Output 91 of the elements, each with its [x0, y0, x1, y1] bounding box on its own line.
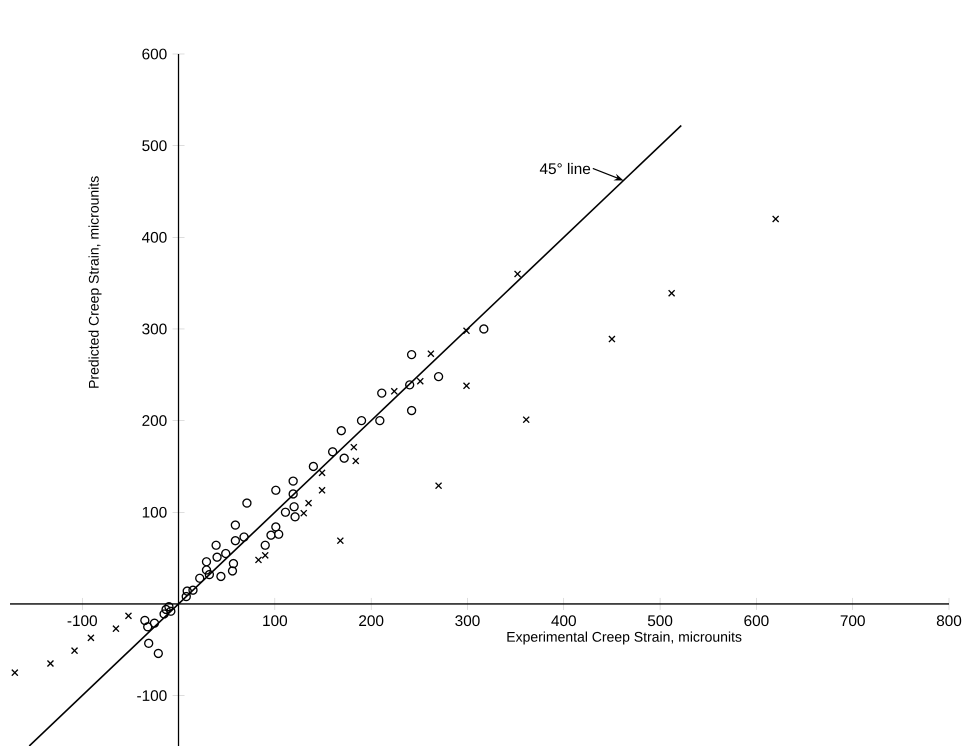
point — [434, 372, 444, 382]
point — [262, 552, 269, 560]
point — [87, 634, 95, 642]
point — [350, 444, 358, 451]
point — [143, 622, 152, 632]
x-tick-label: 200 — [359, 615, 384, 626]
point — [280, 508, 290, 517]
point — [228, 558, 238, 568]
point — [211, 540, 221, 550]
point — [212, 552, 222, 562]
point — [608, 335, 616, 343]
annotation: 45° line — [540, 162, 590, 174]
point — [462, 327, 470, 334]
point — [406, 406, 416, 416]
point — [150, 618, 160, 628]
point — [182, 592, 191, 602]
y-tick-label: 100 — [142, 506, 167, 518]
point — [230, 536, 240, 546]
point — [242, 498, 252, 508]
point — [266, 530, 276, 540]
x-tick-label: 300 — [455, 615, 480, 626]
point — [161, 604, 171, 614]
point — [140, 616, 150, 626]
point — [239, 532, 249, 542]
point — [479, 324, 489, 334]
point — [318, 486, 326, 494]
point — [271, 486, 280, 495]
point — [202, 565, 212, 575]
point — [416, 378, 424, 385]
point — [514, 270, 522, 278]
point — [328, 447, 338, 456]
point — [166, 606, 176, 616]
point — [522, 416, 530, 424]
point — [772, 215, 780, 223]
point — [356, 416, 366, 426]
x-tick-label: 500 — [648, 615, 672, 626]
point — [254, 556, 262, 564]
point — [288, 476, 298, 486]
y-tick-label: -100 — [137, 690, 167, 701]
point — [308, 462, 318, 472]
point — [221, 548, 230, 558]
point — [124, 612, 132, 620]
point — [70, 646, 78, 654]
point — [202, 557, 212, 566]
point — [318, 469, 326, 477]
point — [405, 380, 414, 390]
point — [427, 350, 435, 358]
point — [336, 536, 344, 544]
point — [352, 457, 360, 465]
y-tick-label: 200 — [142, 415, 167, 426]
point — [390, 388, 398, 395]
y-tick-label: 300 — [142, 324, 167, 334]
x-tick-label: 400 — [551, 615, 576, 626]
point — [406, 350, 416, 360]
y-axis-title: Predicted Creep Strain, microunits — [88, 176, 102, 388]
point — [340, 454, 349, 463]
point — [271, 522, 280, 532]
point — [289, 502, 299, 512]
point — [216, 572, 226, 582]
y-tick-label: 500 — [142, 140, 167, 152]
point — [288, 489, 298, 499]
point — [228, 566, 238, 576]
x-tick-label: 100 — [263, 615, 288, 626]
point — [274, 530, 284, 539]
point — [377, 388, 386, 398]
point — [434, 482, 442, 490]
point — [144, 638, 154, 648]
x-tick-label: -100 — [68, 615, 97, 626]
point — [46, 660, 54, 668]
point — [375, 416, 384, 426]
point — [112, 624, 120, 632]
point — [154, 648, 163, 658]
x-tick-label: 700 — [840, 615, 865, 626]
point — [11, 668, 19, 676]
y-tick-label: 400 — [142, 232, 167, 243]
x-axis-title: Experimental Creep Strain, microunits — [507, 632, 742, 645]
point — [188, 586, 198, 595]
point — [304, 499, 312, 507]
y-tick-label: 600 — [142, 48, 167, 60]
x-tick-label: 600 — [744, 615, 769, 626]
point — [260, 540, 270, 550]
point — [164, 602, 174, 612]
point — [668, 290, 676, 297]
point — [230, 520, 240, 530]
point — [204, 570, 214, 580]
point — [336, 426, 346, 436]
point — [195, 574, 204, 583]
x-tick-label: 800 — [936, 615, 962, 626]
point — [182, 586, 192, 596]
point — [159, 609, 169, 619]
point — [462, 382, 470, 390]
